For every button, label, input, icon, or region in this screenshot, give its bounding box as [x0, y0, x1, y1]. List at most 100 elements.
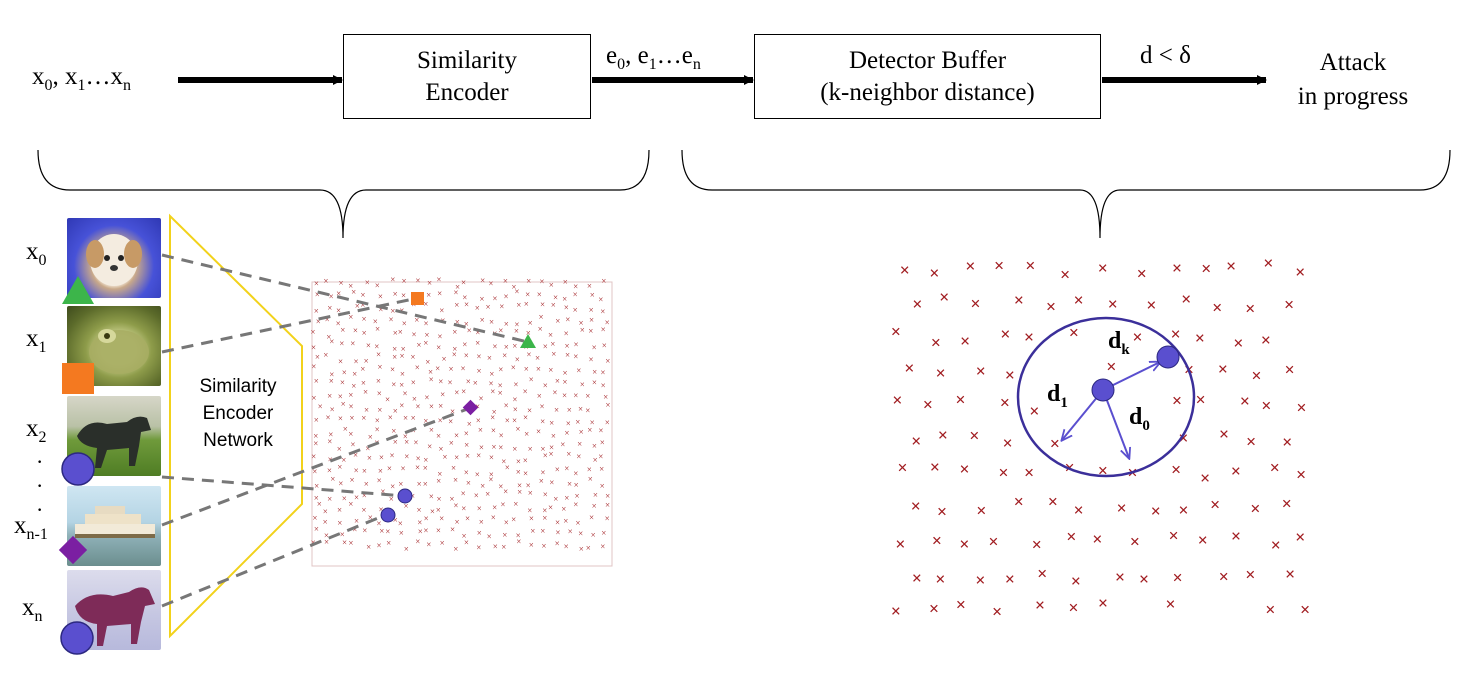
embedding-cross: ×	[416, 340, 421, 350]
embedding-cross: ×	[364, 479, 369, 489]
embedding-cross: ×	[587, 464, 592, 474]
embedding-cross: ×	[600, 542, 605, 552]
embedding-cross: ×	[378, 466, 383, 476]
embedding-cross: ×	[398, 518, 403, 528]
embedding-cross: ×	[453, 544, 458, 554]
embedding-cross: ×	[404, 501, 409, 511]
embedding-cross: ×	[430, 507, 435, 517]
embedding-cross: ×	[337, 505, 342, 515]
embedding-cross: ×	[565, 350, 570, 360]
embedding-cross: ×	[579, 544, 584, 554]
embedding-cross: ×	[311, 451, 316, 461]
embedding-cross: ×	[342, 538, 347, 548]
embedding-cross: ×	[503, 276, 508, 286]
embedding-space-frame	[311, 281, 613, 567]
embedding-cross: ×	[401, 464, 406, 474]
embedding-cross: ×	[314, 376, 319, 386]
detector-cross: ×	[1245, 299, 1255, 319]
embedding-cross: ×	[391, 426, 396, 436]
embedding-cross: ×	[593, 490, 598, 500]
detector-line2: (k-neighbor distance)	[820, 78, 1035, 106]
embedding-cross: ×	[587, 281, 592, 291]
embedding-sequence-label: e0, e1…en	[606, 42, 701, 73]
embedding-cross: ×	[551, 349, 556, 359]
embedding-cross: ×	[548, 330, 553, 340]
horse-icon	[77, 416, 151, 468]
embedding-cross: ×	[492, 503, 497, 513]
embedding-cross: ×	[315, 290, 320, 300]
detector-cross: ×	[1000, 324, 1010, 344]
embedding-cross: ×	[352, 369, 357, 379]
detector-cross: ×	[1000, 392, 1010, 412]
embedding-cross: ×	[355, 301, 360, 311]
embedding-cross: ×	[440, 538, 445, 548]
map-line-xn	[161, 512, 389, 608]
embedding-cross: ×	[576, 451, 581, 461]
ship-icon	[75, 506, 155, 538]
embedding-cross: ×	[312, 513, 317, 523]
map-line-x2	[161, 475, 406, 498]
embedding-cross: ×	[462, 339, 467, 349]
embedding-cross: ×	[552, 388, 557, 398]
embedding-cross: ×	[316, 317, 321, 327]
embedding-cross: ×	[452, 349, 457, 359]
embedding-cross: ×	[376, 519, 381, 529]
input-label-xn-1: xn-1	[14, 512, 48, 543]
embedding-cross: ×	[580, 325, 585, 335]
embedding-cross: ×	[454, 300, 459, 310]
embedding-cross: ×	[454, 452, 459, 462]
embedding-cross: ×	[512, 444, 517, 454]
embedding-cross: ×	[505, 462, 510, 472]
embedding-cross: ×	[542, 513, 547, 523]
detector-cross: ×	[959, 534, 969, 554]
embedding-cross: ×	[514, 326, 519, 336]
embedding-cross: ×	[376, 350, 381, 360]
embedding-cross: ×	[389, 494, 394, 504]
embedding-cross: ×	[438, 376, 443, 386]
embedding-cross: ×	[475, 327, 480, 337]
detector-cross: ×	[1200, 468, 1210, 488]
embedding-cross: ×	[485, 489, 490, 499]
marker-diamond-xn-1	[58, 535, 88, 565]
embedding-cross: ×	[450, 406, 455, 416]
embedding-cross: ×	[517, 481, 522, 491]
embedding-cross: ×	[600, 481, 605, 491]
embedding-cross: ×	[529, 514, 534, 524]
detector-cross: ×	[892, 390, 902, 410]
embedding-cross: ×	[523, 387, 528, 397]
embedding-cross: ×	[436, 505, 441, 515]
embedding-cross: ×	[587, 425, 592, 435]
embedding-cross: ×	[314, 279, 319, 289]
embedding-cross: ×	[560, 439, 565, 449]
embedding-cross: ×	[605, 513, 610, 523]
embedding-cross: ×	[337, 444, 342, 454]
embedding-cross: ×	[461, 504, 466, 514]
embedding-cross: ×	[338, 392, 343, 402]
embedding-cross: ×	[492, 342, 497, 352]
embedding-cross: ×	[564, 493, 569, 503]
embedding-cross: ×	[549, 443, 554, 453]
embedding-cross: ×	[479, 294, 484, 304]
embedding-cross: ×	[489, 369, 494, 379]
embedding-cross: ×	[417, 479, 422, 489]
k-neighbor-ellipse	[1016, 316, 1196, 478]
embedding-cross: ×	[340, 378, 345, 388]
embedding-cross: ×	[600, 306, 605, 316]
detector-cross: ×	[1046, 297, 1056, 317]
embedding-cross: ×	[426, 540, 431, 550]
embedding-cross: ×	[462, 531, 467, 541]
embedding-cross: ×	[592, 377, 597, 387]
embedding-cross: ×	[436, 342, 441, 352]
detector-cross: ×	[1296, 465, 1306, 485]
output-line1: Attack	[1319, 49, 1387, 76]
embedding-cross: ×	[578, 529, 583, 539]
detector-cross: ×	[1271, 535, 1281, 555]
detector-cross: ×	[1139, 569, 1149, 589]
embedding-cross: ×	[505, 416, 510, 426]
embedding-cross: ×	[436, 526, 441, 536]
detector-cross: ×	[937, 502, 947, 522]
embedding-cross: ×	[452, 327, 457, 337]
embedding-cross: ×	[365, 277, 370, 287]
embedding-cross: ×	[585, 391, 590, 401]
embedding-cross: ×	[555, 464, 560, 474]
